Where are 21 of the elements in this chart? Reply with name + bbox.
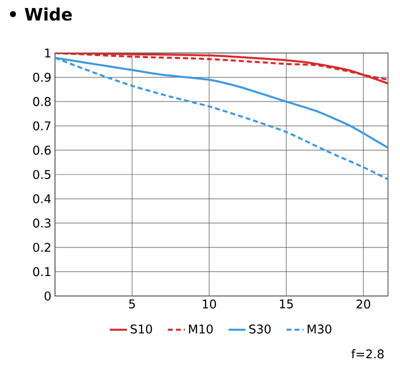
legend-label: S10 (130, 324, 152, 334)
y-tick-label: 0.5 (33, 170, 50, 180)
y-tick-label: 0.3 (33, 218, 50, 228)
y-tick-label: 0.9 (33, 72, 51, 82)
chart-title: • Wide (10, 8, 72, 21)
y-tick-label: 0.7 (33, 121, 50, 130)
y-tick-label: 0.6 (33, 146, 51, 155)
y-tick-label: 0.1 (33, 267, 50, 276)
y-tick-label: 1 (45, 48, 50, 58)
x-tick-label: 5 (129, 300, 135, 308)
legend-label: S30 (249, 324, 271, 334)
legend-label: M10 (189, 324, 213, 334)
x-tick-label: 10 (202, 300, 216, 309)
legend-label: M30 (308, 324, 332, 334)
y-tick-label: 0.4 (33, 194, 51, 204)
x-tick-label: 15 (280, 300, 293, 308)
y-tick-label: 0 (44, 291, 51, 301)
y-tick-label: 0.8 (33, 97, 51, 106)
x-tick-label: 20 (356, 300, 370, 309)
y-tick-label: 0.2 (33, 242, 50, 252)
text: f=2.8 (351, 349, 384, 358)
